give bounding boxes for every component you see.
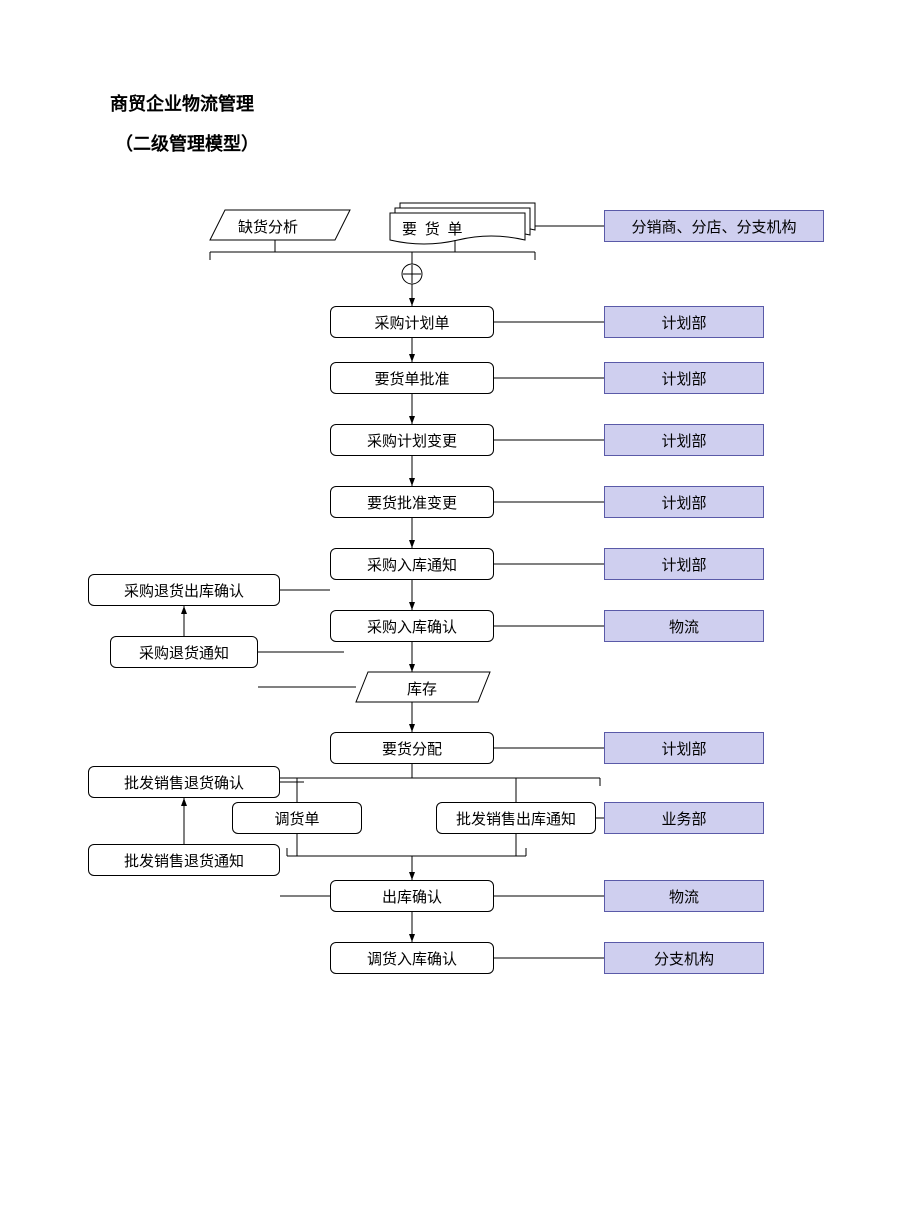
proc-wholesale-out-notice: 批发销售出库通知: [436, 802, 596, 834]
proc-inbound-notice: 采购入库通知: [330, 548, 494, 580]
label-order-slip: 要 货 单: [402, 218, 465, 239]
proc-order-approve: 要货单批准: [330, 362, 494, 394]
proc-outbound-confirm: 出库确认: [330, 880, 494, 912]
dept-plan-4: 计划部: [604, 486, 764, 518]
proc-plan-change: 采购计划变更: [330, 424, 494, 456]
dept-business: 业务部: [604, 802, 764, 834]
proc-ws-return-confirm: 批发销售退货确认: [88, 766, 280, 798]
proc-transfer-in-confirm: 调货入库确认: [330, 942, 494, 974]
title-main: 商贸企业物流管理: [110, 90, 254, 116]
proc-return-notice: 采购退货通知: [110, 636, 258, 668]
label-stock: 库存: [407, 678, 437, 699]
proc-approve-change: 要货批准变更: [330, 486, 494, 518]
dept-plan-2: 计划部: [604, 362, 764, 394]
proc-return-out-confirm: 采购退货出库确认: [88, 574, 280, 606]
proc-allocate: 要货分配: [330, 732, 494, 764]
proc-ws-return-notice: 批发销售退货通知: [88, 844, 280, 876]
title-sub: （二级管理模型）: [115, 130, 259, 156]
label-shortage: 缺货分析: [238, 216, 298, 237]
dept-plan-3: 计划部: [604, 424, 764, 456]
dept-logistics-2: 物流: [604, 880, 764, 912]
dept-branch: 分支机构: [604, 942, 764, 974]
dept-distributors: 分销商、分店、分支机构: [604, 210, 824, 242]
proc-transfer-slip: 调货单: [232, 802, 362, 834]
dept-plan-1: 计划部: [604, 306, 764, 338]
dept-logistics-1: 物流: [604, 610, 764, 642]
dept-plan-6: 计划部: [604, 732, 764, 764]
proc-purchase-plan: 采购计划单: [330, 306, 494, 338]
proc-inbound-confirm: 采购入库确认: [330, 610, 494, 642]
dept-plan-5: 计划部: [604, 548, 764, 580]
